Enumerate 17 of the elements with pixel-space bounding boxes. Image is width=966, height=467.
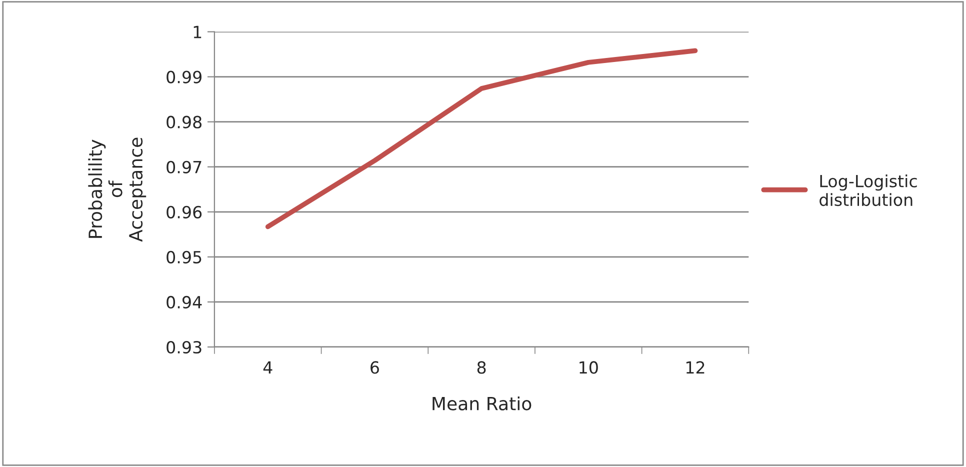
y-tick-label: 1 (194, 26, 202, 38)
y-tick-label: 0.95 (166, 250, 202, 264)
x-tick-label: 12 (686, 361, 704, 374)
y-tick-label: 0.93 (166, 340, 202, 354)
legend-label: Log-Logistic distribution (820, 174, 917, 206)
y-tick-label: 0.99 (166, 70, 202, 84)
x-tick-label: 10 (580, 361, 598, 374)
y-tick-label: 0.96 (166, 206, 202, 218)
y-tick-label: 0.97 (166, 160, 202, 174)
line-series (265, 48, 698, 230)
y-tick-label: 0.98 (166, 116, 202, 128)
x-tick-label: 6 (370, 361, 379, 374)
y-tick-label: 0.94 (166, 296, 202, 309)
x-tick-label: 8 (477, 361, 486, 374)
x-axis-title: Mean Ratio (432, 396, 532, 410)
y-axis-title: Probablility of Acceptance (88, 138, 146, 242)
x-tick-label: 4 (263, 361, 272, 374)
